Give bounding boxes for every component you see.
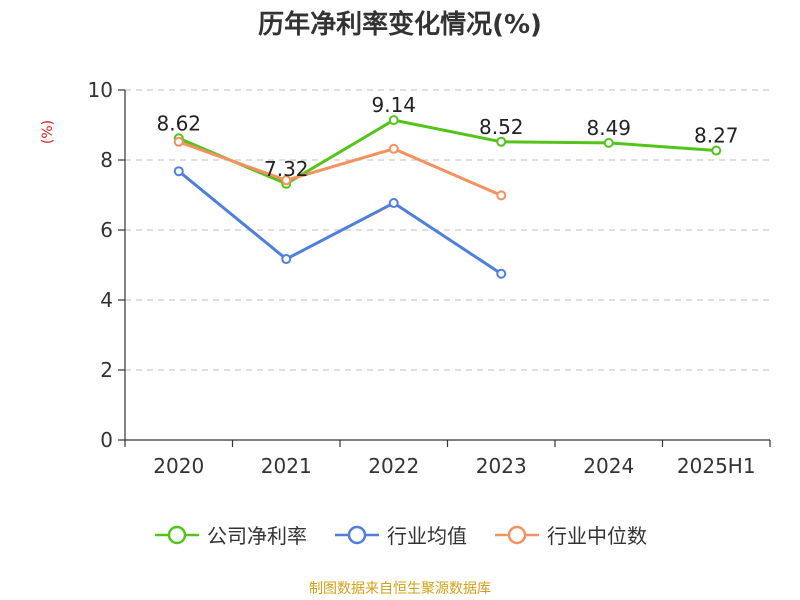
data-label: 8.62 — [156, 111, 201, 135]
data-label: 8.49 — [586, 116, 631, 140]
data-point-1 — [711, 145, 722, 156]
data-label: 8.27 — [694, 124, 739, 148]
data-point-2 — [281, 254, 292, 265]
x-tick-label: 2022 — [368, 454, 419, 478]
legend-item: 公司净利率 — [153, 520, 307, 549]
series-line-3 — [178, 140, 502, 197]
legend: 公司净利率 行业均值 行业中位数 — [0, 520, 800, 549]
x-tick-label: 2021 — [261, 454, 312, 478]
legend-label: 行业均值 — [387, 524, 467, 548]
legend-marker — [335, 525, 379, 544]
data-point-1 — [388, 115, 399, 126]
legend-marker — [495, 525, 539, 544]
y-tick-label: 2 — [100, 358, 113, 382]
y-tick-label: 0 — [100, 428, 113, 452]
legend-item: 行业中位数 — [493, 520, 647, 549]
data-point-3 — [388, 143, 399, 154]
data-point-1 — [603, 137, 614, 148]
series-line-2 — [177, 170, 503, 276]
y-tick-label: 6 — [100, 218, 113, 242]
legend-marker — [155, 525, 199, 544]
y-tick-label: 4 — [100, 288, 113, 312]
data-source-note: 制图数据来自恒生聚源数据库 — [309, 581, 491, 597]
data-label: 8.52 — [479, 115, 524, 139]
data-point-2 — [388, 198, 399, 209]
data-point-1 — [496, 136, 507, 147]
line-chart: 0 2 4 6 8 10 2020 2021 2022 2023 2024 2025H1 8.62 7.3… — [88, 78, 771, 478]
y-tick-label: 10 — [88, 78, 113, 102]
data-point-2 — [173, 166, 184, 177]
series-line-1 — [178, 118, 717, 186]
x-tick-label: 2020 — [153, 454, 204, 478]
data-point-3 — [173, 136, 184, 147]
data-label: 7.32 — [264, 157, 309, 181]
data-label: 9.14 — [371, 93, 416, 117]
legend-label: 公司净利率 — [207, 524, 307, 548]
data-point-3 — [281, 175, 292, 186]
x-tick-label: 2025H1 — [677, 454, 756, 478]
data-point-3 — [496, 190, 507, 201]
chart-title: 历年净利率变化情况(%) — [258, 10, 542, 40]
legend-item: 行业均值 — [333, 520, 467, 549]
legend-label: 行业中位数 — [547, 524, 647, 548]
x-tick-label: 2023 — [476, 454, 527, 478]
y-tick-label: 8 — [100, 148, 113, 172]
data-point-2 — [496, 268, 507, 279]
x-tick-label: 2024 — [583, 454, 634, 478]
